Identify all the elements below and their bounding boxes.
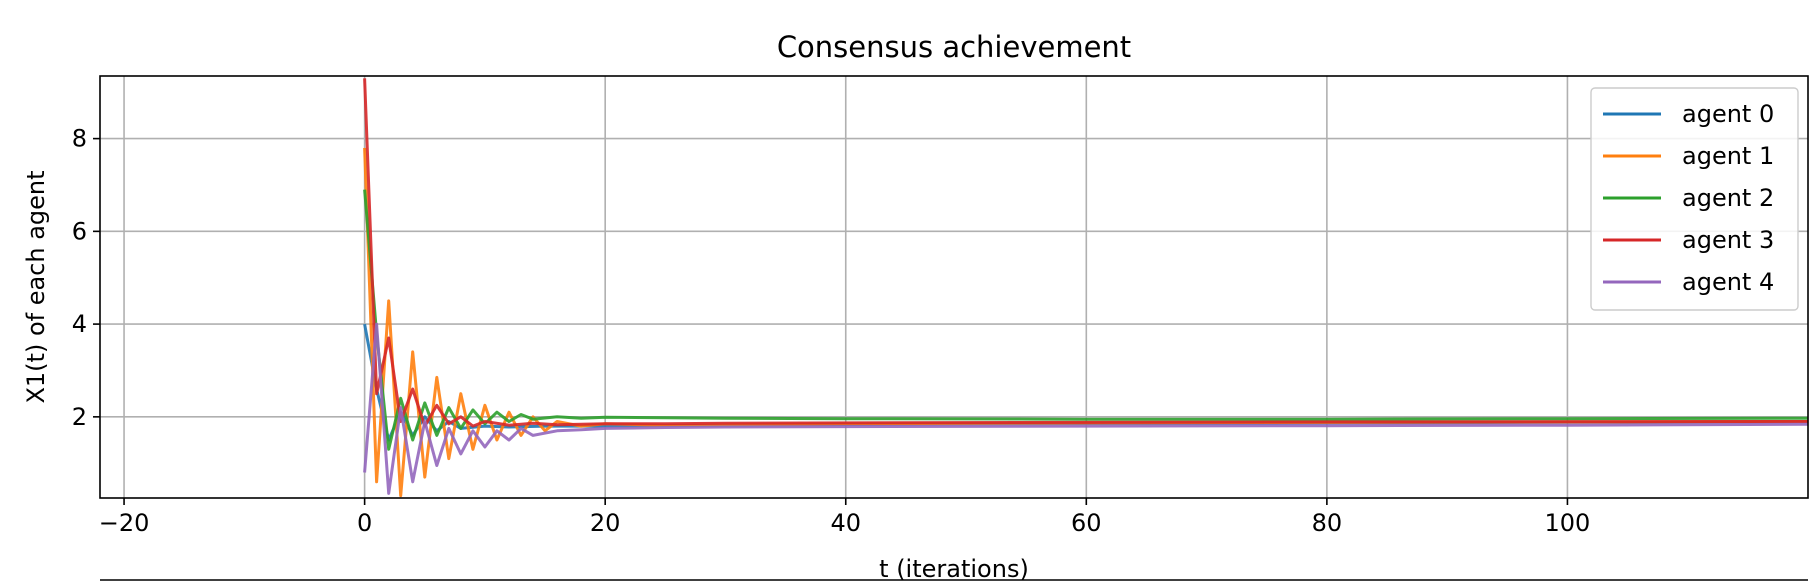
- series-line-agent-3: [363, 78, 1808, 428]
- legend-label: agent 1: [1682, 142, 1774, 170]
- legend-label: agent 3: [1682, 226, 1774, 254]
- x-tick-label: 60: [1071, 509, 1102, 537]
- series-lines: [363, 78, 1808, 498]
- y-axis-label: X1(t) of each agent: [22, 170, 50, 403]
- legend-frame: [1590, 87, 1799, 311]
- y-tick-label: 4: [72, 310, 87, 338]
- x-tick-label: −20: [99, 509, 150, 537]
- legend: agent 0 agent 1 agent 2 agent 3 agent 4: [1590, 87, 1799, 311]
- x-tick-label: 100: [1545, 509, 1591, 537]
- x-tick-label: 80: [1312, 509, 1343, 537]
- legend-label: agent 0: [1682, 100, 1774, 128]
- legend-label: agent 4: [1682, 268, 1774, 296]
- x-tick-label: 0: [357, 509, 372, 537]
- y-tick-label: 6: [72, 217, 87, 245]
- y-tick-label: 2: [72, 403, 87, 431]
- x-tick-label: 40: [830, 509, 861, 537]
- series-line-agent-2: [363, 189, 1808, 451]
- series-line-agent-4: [363, 322, 1808, 495]
- legend-label: agent 2: [1682, 184, 1774, 212]
- grid-lines: [100, 76, 1808, 498]
- y-tick-label: 8: [72, 125, 87, 153]
- axis-ticks: −20 0 20 40 60 80 100 2 4 6 8: [72, 125, 1591, 537]
- plot-frame: [99, 75, 1809, 499]
- x-axis-label: t (iterations): [879, 555, 1029, 582]
- chart-title: Consensus achievement: [777, 30, 1131, 64]
- x-tick-label: 20: [590, 509, 621, 537]
